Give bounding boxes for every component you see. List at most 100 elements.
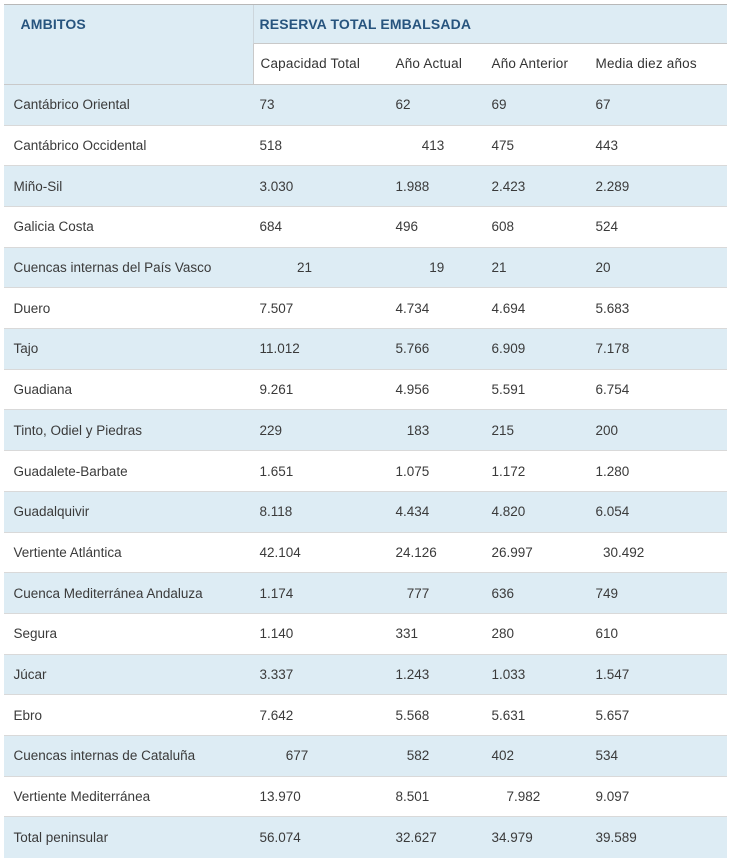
cell-ano-anterior: 402	[485, 735, 589, 777]
cell-capacidad-total: 9.261	[253, 369, 389, 411]
table-row: Galicia Costa 684 496 608 524	[3, 207, 727, 248]
table-row: Guadiana 9.261 4.956 5.591 6.754	[3, 369, 727, 411]
cell-media-diez-anos: 610	[589, 613, 727, 655]
cell-media-diez-anos: 2.289	[589, 166, 727, 208]
cell-ano-anterior: 5.591	[485, 369, 589, 411]
cell-ano-actual: 8.501	[389, 776, 485, 818]
cell-ano-anterior: 69	[485, 84, 589, 126]
cell-media-diez-anos: 1.280	[589, 451, 727, 492]
cell-media-diez-anos: 6.754	[589, 369, 727, 411]
cell-capacidad-total: 21	[253, 247, 389, 289]
cell-ano-actual: 24.126	[389, 532, 485, 574]
row-label: Guadiana	[3, 369, 253, 411]
cell-ano-anterior: 636	[485, 573, 589, 614]
cell-ano-anterior: 6.909	[485, 329, 589, 370]
row-label: Tajo	[3, 329, 253, 370]
cell-capacidad-total: 677	[253, 735, 389, 777]
cell-ano-actual: 4.434	[389, 491, 485, 533]
cell-capacidad-total: 7.507	[253, 288, 389, 330]
cell-ano-anterior: 280	[485, 613, 589, 655]
cell-media-diez-anos: 443	[589, 125, 727, 167]
cell-ano-anterior: 26.997	[485, 532, 589, 574]
header-group-row: AMBITOS RESERVA TOTAL EMBALSADA	[3, 5, 727, 85]
cell-media-diez-anos: 30.492	[589, 532, 727, 574]
cell-capacidad-total: 8.118	[253, 491, 389, 533]
cell-capacidad-total: 3.337	[253, 654, 389, 696]
cell-ano-anterior: 1.172	[485, 451, 589, 492]
cell-ano-actual: 19	[389, 247, 485, 289]
table-row: Cuencas internas del País Vasco 21 19 21…	[3, 247, 727, 289]
table-row: Ebro 7.642 5.568 5.631 5.657	[3, 695, 727, 736]
row-label: Total peninsular	[3, 817, 253, 859]
cell-ano-actual: 1.988	[389, 166, 485, 208]
cell-media-diez-anos: 9.097	[589, 776, 727, 818]
row-label: Vertiente Mediterránea	[3, 776, 253, 818]
table-body: Cantábrico Oriental 73 62 69 67 Cantábri…	[3, 84, 727, 859]
cell-capacidad-total: 56.074	[253, 817, 389, 859]
row-label: Miño-Sil	[3, 166, 253, 208]
table-row: Vertiente Mediterránea 13.970 8.501 7.98…	[3, 776, 727, 818]
cell-ano-actual: 582	[389, 735, 485, 777]
cell-ano-actual: 183	[389, 410, 485, 452]
column-header-ano-actual: Año Actual	[389, 43, 485, 85]
table-header: AMBITOS RESERVA TOTAL EMBALSADA Capacida…	[3, 5, 727, 85]
row-label: Guadalete-Barbate	[3, 451, 253, 492]
cell-ano-actual: 413	[389, 125, 485, 167]
cell-capacidad-total: 1.140	[253, 613, 389, 655]
table-row: Tajo 11.012 5.766 6.909 7.178	[3, 329, 727, 370]
cell-capacidad-total: 42.104	[253, 532, 389, 574]
cell-media-diez-anos: 749	[589, 573, 727, 614]
reserva-embalsada-table: AMBITOS RESERVA TOTAL EMBALSADA Capacida…	[3, 4, 727, 859]
row-label: Cantábrico Oriental	[3, 84, 253, 126]
table-row: Júcar 3.337 1.243 1.033 1.547	[3, 654, 727, 696]
table-row: Guadalquivir 8.118 4.434 4.820 6.054	[3, 491, 727, 533]
cell-media-diez-anos: 39.589	[589, 817, 727, 859]
column-header-ambitos: AMBITOS	[3, 5, 253, 85]
column-header-capacidad-total: Capacidad Total	[253, 43, 389, 85]
cell-media-diez-anos: 524	[589, 207, 727, 248]
cell-ano-actual: 4.956	[389, 369, 485, 411]
row-label: Cantábrico Occidental	[3, 125, 253, 167]
cell-ano-anterior: 5.631	[485, 695, 589, 736]
table-row: Cuenca Mediterránea Andaluza 1.174 777 6…	[3, 573, 727, 614]
cell-capacidad-total: 73	[253, 84, 389, 126]
cell-capacidad-total: 1.174	[253, 573, 389, 614]
cell-media-diez-anos: 67	[589, 84, 727, 126]
header-columns-row: Capacidad Total Año Actual Año Anterior …	[4, 43, 727, 85]
cell-capacidad-total: 13.970	[253, 776, 389, 818]
cell-media-diez-anos: 200	[589, 410, 727, 452]
cell-ano-anterior: 34.979	[485, 817, 589, 859]
cell-ano-actual: 1.243	[389, 654, 485, 696]
cell-ano-actual: 777	[389, 573, 485, 614]
reserva-table-wrap: AMBITOS RESERVA TOTAL EMBALSADA Capacida…	[3, 4, 727, 859]
row-label: Cuenca Mediterránea Andaluza	[3, 573, 253, 614]
cell-ano-anterior: 4.820	[485, 491, 589, 533]
cell-media-diez-anos: 5.683	[589, 288, 727, 330]
table-row: Cantábrico Oriental 73 62 69 67	[3, 84, 727, 126]
cell-ano-anterior: 1.033	[485, 654, 589, 696]
cell-ano-anterior: 608	[485, 207, 589, 248]
cell-ano-actual: 32.627	[389, 817, 485, 859]
table-row: Segura 1.140 331 280 610	[3, 613, 727, 655]
cell-capacidad-total: 3.030	[253, 166, 389, 208]
cell-media-diez-anos: 1.547	[589, 654, 727, 696]
table-row: Vertiente Atlántica 42.104 24.126 26.997…	[3, 532, 727, 574]
cell-ano-actual: 5.568	[389, 695, 485, 736]
cell-ano-anterior: 4.694	[485, 288, 589, 330]
row-label: Galicia Costa	[3, 207, 253, 248]
cell-ano-anterior: 475	[485, 125, 589, 167]
cell-ano-anterior: 21	[485, 247, 589, 289]
column-header-media-diez-anos: Media diez años	[589, 43, 727, 85]
cell-ano-actual: 5.766	[389, 329, 485, 370]
cell-media-diez-anos: 5.657	[589, 695, 727, 736]
cell-ano-actual: 1.075	[389, 451, 485, 492]
cell-ano-anterior: 7.982	[485, 776, 589, 818]
column-group-header-reserva-total-embalsada: RESERVA TOTAL EMBALSADA	[253, 5, 727, 44]
cell-media-diez-anos: 7.178	[589, 329, 727, 370]
table-row: Miño-Sil 3.030 1.988 2.423 2.289	[3, 166, 727, 208]
cell-ano-anterior: 215	[485, 410, 589, 452]
cell-ano-anterior: 2.423	[485, 166, 589, 208]
row-label: Cuencas internas de Cataluña	[3, 735, 253, 777]
cell-ano-actual: 4.734	[389, 288, 485, 330]
row-label: Segura	[3, 613, 253, 655]
